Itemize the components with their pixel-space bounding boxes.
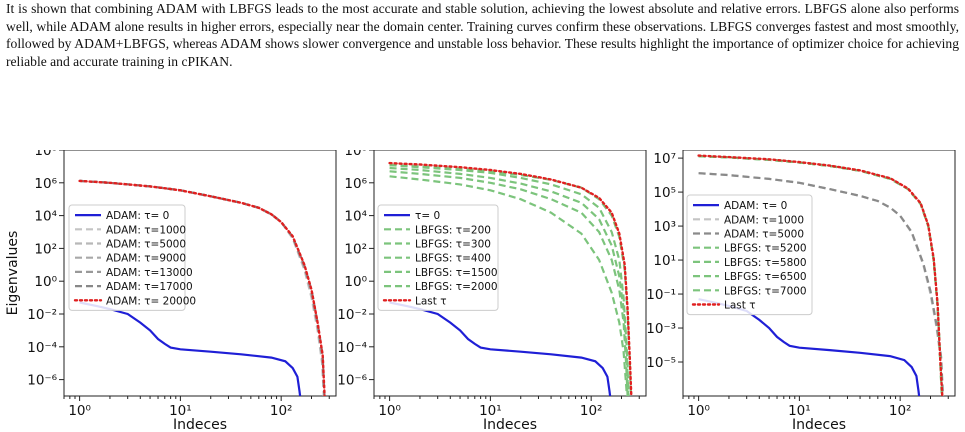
y-tick-label: 10⁷ (653, 151, 676, 167)
legend-entry: LBFGS: τ=400 (415, 253, 491, 265)
legend-entry: LBFGS: τ=200 (415, 224, 491, 236)
x-tick-label: 10⁰ (687, 403, 710, 419)
legend-entry: LBFGS: τ=7000 (724, 285, 807, 297)
x-tick-label: 10² (270, 403, 293, 419)
legend-entry: τ= 0 (415, 210, 440, 222)
series-line-5 (389, 175, 628, 396)
y-tick-label: 10⁻⁵ (646, 355, 676, 371)
legend: ADAM: τ= 0 ADAM: τ=1000 ADAM: τ=5000 LBFGS:… (686, 194, 813, 316)
x-axis-label: Indeces (792, 417, 846, 432)
body-paragraph: It is shown that combining ADAM with LBF… (6, 0, 959, 70)
y-tick-label: 10⁸ (34, 150, 57, 159)
legend-entry: ADAM: τ= 20000 (106, 295, 196, 307)
series-group (388, 161, 633, 396)
y-tick-label: 10² (34, 241, 57, 257)
y-tick-label: 10⁶ (34, 176, 57, 192)
legend-box (686, 194, 813, 316)
paragraph-text: It is shown that combining ADAM with LBF… (6, 1, 959, 69)
legend-entry: LBFGS: τ=300 (415, 239, 491, 251)
series-line-3 (698, 172, 945, 396)
series-line-7 (78, 179, 326, 396)
legend-entry: LBFGS: τ=6500 (724, 271, 807, 283)
series-line-1 (79, 301, 302, 396)
y-tick-label: 10⁴ (34, 209, 57, 225)
y-tick-label: 10⁸ (344, 150, 367, 159)
x-axis-label: Indeces (173, 417, 227, 432)
y-tick-label: 10⁻⁶ (27, 373, 57, 389)
y-tick-label: 10⁴ (344, 209, 367, 225)
legend-entry: LBFGS: τ=2000 (415, 281, 498, 293)
x-tick-label: 10¹ (788, 403, 811, 419)
y-tick-label: 10⁻⁶ (337, 373, 367, 389)
y-tick-label: 10⁰ (344, 274, 367, 290)
legend-entry: ADAM: τ=1000 (724, 214, 804, 226)
x-tick-label: 10⁰ (68, 403, 91, 419)
series-line-8 (697, 154, 944, 396)
y-tick-label: 10⁻⁴ (27, 340, 57, 356)
y-tick-label: 10⁰ (34, 274, 57, 290)
legend-entry: LBFGS: τ=1500 (415, 267, 498, 279)
y-tick-label: 10¹ (653, 253, 676, 269)
legend-entry: LBFGS: τ=5800 (724, 257, 807, 269)
legend-entry: Last τ (415, 295, 447, 307)
legend-box (377, 204, 499, 311)
y-tick-label: 10⁻⁴ (337, 340, 367, 356)
y-tick-label: 10² (344, 241, 367, 257)
legend-box (68, 204, 186, 311)
series-line-1 (389, 301, 612, 396)
x-tick-label: 10¹ (169, 403, 192, 419)
y-tick-label: 10⁻³ (646, 321, 676, 337)
legend: ADAM: τ= 0 ADAM: τ=1000 ADAM: τ=5000 ADAM: … (68, 204, 196, 311)
x-axis-label: Indeces (483, 417, 537, 432)
legend-entry: ADAM: τ= 0 (106, 210, 169, 222)
legend-entry: ADAM: τ=5000 (724, 229, 804, 241)
legend-entry: ADAM: τ= 0 (724, 200, 787, 212)
x-tick-label: 10¹ (479, 403, 502, 419)
series-group (697, 154, 945, 396)
legend-entry: ADAM: τ=13000 (106, 267, 193, 279)
eigenvalue-figure: 10⁰ 10¹ 10² 10⁸ 10⁶ 10⁴ 10² 10⁰ 10⁻² 10⁻⁴ 10⁻⁶ Inde… (5, 150, 956, 432)
y-tick-label: 10⁻² (337, 307, 367, 323)
y-tick-label: 10⁻² (27, 307, 57, 323)
y-tick-label: 10⁻¹ (646, 287, 676, 303)
y-tick-label: 10⁶ (344, 176, 367, 192)
legend-entry: ADAM: τ=17000 (106, 281, 193, 293)
legend-entry: ADAM: τ=5000 (106, 239, 186, 251)
series-group (78, 179, 326, 396)
y-axis-label: Eigenvalues (5, 231, 21, 316)
series-line-3 (389, 166, 630, 396)
y-tick-label: 10³ (653, 219, 676, 235)
legend-entry: Last τ (724, 300, 756, 312)
chart-panel-3: 10⁰ 10¹ 10² 10⁷ 10⁵ 10³ 10¹ 10⁻¹ 10⁻³ 10⁻⁵ Indeces… (646, 150, 956, 432)
y-tick-label: 10⁵ (653, 185, 676, 201)
x-tick-label: 10⁰ (378, 403, 401, 419)
legend-entry: ADAM: τ=9000 (106, 253, 186, 265)
chart-panel-1: 10⁰ 10¹ 10² 10⁸ 10⁶ 10⁴ 10² 10⁰ 10⁻² 10⁻⁴ 10⁻⁶ Inde… (5, 150, 337, 432)
x-tick-label: 10² (580, 403, 603, 419)
chart-panel-2: 10⁰ 10¹ 10² 10⁸ 10⁶ 10⁴ 10² 10⁰ 10⁻² 10⁻⁴ 10⁻⁶ Inde… (337, 150, 647, 432)
legend-entry: LBFGS: τ=5200 (724, 243, 807, 255)
legend-entry: ADAM: τ=1000 (106, 224, 186, 236)
x-tick-label: 10² (889, 403, 912, 419)
series-line-7 (388, 161, 633, 396)
legend: τ= 0 LBFGS: τ=200 LBFGS: τ=300 LBFGS: τ=400… (377, 204, 499, 311)
series-line-4 (389, 170, 629, 396)
